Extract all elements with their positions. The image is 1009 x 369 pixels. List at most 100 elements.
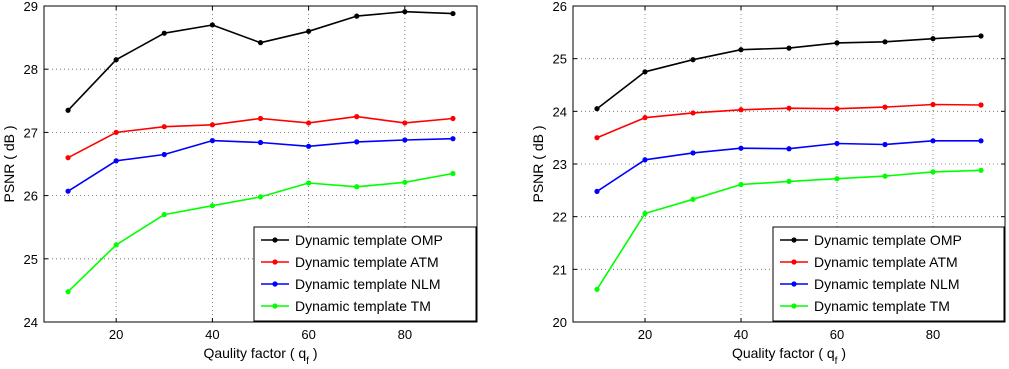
data-point [690,57,696,63]
legend-entry: Dynamic template ATM [780,254,958,270]
legend-entry: Dynamic template TM [780,298,950,314]
y-tick-label: 23 [553,157,567,172]
data-point [834,140,840,147]
data-point [354,13,360,19]
data-point [354,184,360,190]
y-tick-label: 24 [24,315,38,330]
data-point [882,141,888,148]
legend: Dynamic template OMP Dynamic template ATM… [772,226,1005,322]
data-point [930,101,936,108]
data-point [257,115,264,122]
x-axis-label: Qaulity factor ( qf ) [203,345,317,367]
x-axis-label-end: ) [837,345,846,361]
data-point [113,129,119,135]
legend-label: Dynamic template TM [295,298,431,314]
data-point [882,173,888,179]
data-point [930,36,936,42]
legend-marker [791,281,797,287]
data-point [786,105,792,111]
data-point [930,138,936,144]
data-point [738,47,744,53]
legend-entry: Dynamic template TM [261,298,431,314]
x-tick-label: 40 [734,327,748,342]
data-point [642,115,648,121]
legend-entry: Dynamic template OMP [780,232,962,248]
data-point [642,69,648,75]
data-point [354,139,360,145]
series-2 [594,101,984,141]
data-point [594,286,600,292]
data-point [209,203,215,209]
series-1 [65,9,456,113]
series-4 [594,167,984,292]
data-point [786,45,792,51]
data-point [594,135,600,141]
legend-marker [272,237,278,243]
data-point [209,22,215,28]
legend-entry: Dynamic template OMP [261,232,443,248]
legend-entry: Dynamic template NLM [261,276,441,292]
data-point [642,210,648,217]
data-point [402,179,408,185]
data-point [642,157,648,163]
data-point [882,104,888,110]
legend-label: Dynamic template OMP [814,232,962,248]
legend-label: Dynamic template OMP [295,232,443,248]
legend-entry: Dynamic template NLM [780,276,960,292]
legend-label: Dynamic template TM [814,298,950,314]
data-point [834,40,840,46]
x-tick-label: 20 [638,327,652,342]
axes-frame [572,5,1006,323]
legend-marker [791,237,797,243]
data-point [113,242,119,248]
data-point [306,28,312,34]
data-point [65,155,71,161]
x-axis-label: Quality factor ( qf ) [732,345,846,367]
data-point [690,150,696,156]
legend-entry: Dynamic template ATM [261,254,439,270]
y-axis-label: PSNR ( dB ) [530,125,546,202]
series-3 [594,138,984,194]
data-point [257,40,264,46]
chart-panel-2: 20 40 60 80 20 21 22 23 24 25 26 Quality factor ( q… [530,0,1006,367]
data-point [65,188,71,194]
series-4 [65,170,456,295]
data-point [690,110,696,116]
data-point [594,188,600,194]
y-tick-label: 27 [24,125,38,140]
legend-box [253,226,477,322]
chart-panel-1: 20 40 60 80 24 25 26 27 28 29 Qaulity factor ( qf … [1,0,478,367]
x-axis-label-subscript: f [306,356,309,367]
x-tick-label: 80 [926,327,940,342]
x-axis-label-end: ) [309,345,318,361]
data-point [65,289,71,295]
legend-label: Dynamic template NLM [814,276,960,292]
data-point [978,102,984,108]
x-tick-label: 20 [109,327,123,342]
data-point [402,137,408,143]
y-tick-label: 26 [553,0,567,14]
data-point [786,178,792,184]
y-tick-label: 25 [24,252,38,267]
data-point [113,158,119,164]
data-point [113,57,119,63]
data-point [738,107,744,113]
series-1 [594,33,984,112]
data-point [450,10,456,17]
data-point [882,39,888,45]
data-point [450,170,456,177]
x-tick-label: 60 [301,327,315,342]
series-3 [65,136,456,194]
y-tick-label: 29 [24,0,38,14]
data-point [161,124,167,130]
legend-marker [791,259,797,265]
axes-frame [43,5,478,323]
data-point [690,196,696,202]
series-2 [65,114,456,161]
data-point [402,120,408,126]
y-tick-label: 21 [553,262,567,277]
data-point [257,194,264,200]
data-point [306,120,312,126]
legend-label: Dynamic template ATM [814,254,958,270]
